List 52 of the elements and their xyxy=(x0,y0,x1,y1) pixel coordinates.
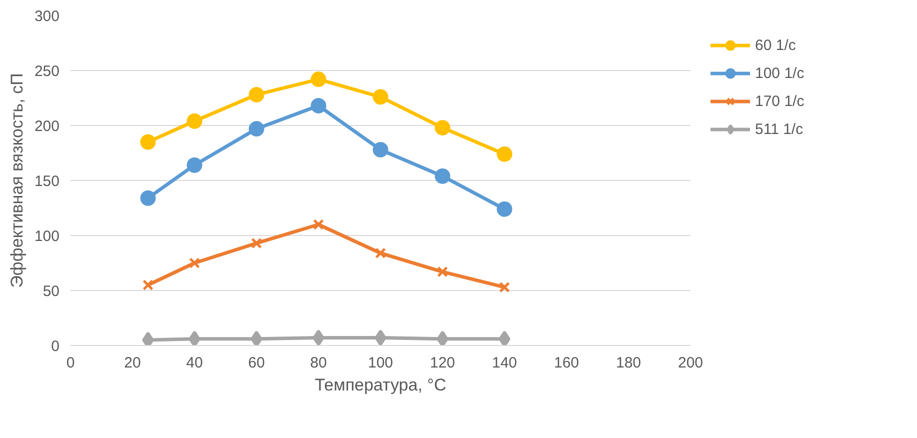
point xyxy=(434,120,450,136)
x-tick-label: 60 xyxy=(248,354,265,372)
x-tick-label: 140 xyxy=(492,354,518,372)
x-tick-label: 160 xyxy=(554,354,580,372)
point xyxy=(375,248,386,259)
y-tick-label: 100 xyxy=(34,228,60,245)
legend-label: 100 1/c xyxy=(755,64,804,82)
point xyxy=(186,157,202,173)
point xyxy=(436,330,448,346)
point xyxy=(499,282,510,293)
point xyxy=(312,330,324,346)
point xyxy=(374,330,386,346)
x-tick-label: 80 xyxy=(310,354,327,372)
x-axis-title: Температура, °C xyxy=(314,376,446,394)
point xyxy=(142,332,154,346)
y-tick-label: 250 xyxy=(34,63,60,80)
point xyxy=(189,258,200,268)
point xyxy=(248,121,264,137)
x-tick-label: 40 xyxy=(186,354,203,372)
point xyxy=(372,89,388,105)
y-tick-label: 300 xyxy=(34,8,60,25)
point xyxy=(188,330,200,346)
point xyxy=(140,190,156,206)
y-axis-title: Эффективная вязкость, сП xyxy=(7,73,26,288)
legend-label: 60 1/c xyxy=(755,36,796,54)
y-tick-label: 150 xyxy=(34,173,60,190)
point xyxy=(142,280,154,290)
point xyxy=(498,330,510,346)
point xyxy=(496,146,512,162)
point xyxy=(251,238,262,249)
x-tick-label: 200 xyxy=(678,354,704,372)
point xyxy=(434,168,450,184)
point xyxy=(372,142,388,158)
point xyxy=(140,134,156,150)
point xyxy=(313,219,324,230)
point xyxy=(310,72,326,88)
point xyxy=(496,201,512,217)
x-tick-label: 0 xyxy=(66,354,75,372)
legend-label: 511 1/c xyxy=(755,120,804,138)
x-tick-label: 100 xyxy=(368,354,394,372)
point xyxy=(437,266,448,278)
legend-label: 170 1/c xyxy=(755,92,804,110)
point xyxy=(186,113,202,129)
y-tick-label: 0 xyxy=(51,338,60,355)
x-tick-label: 20 xyxy=(124,354,141,372)
point xyxy=(310,98,326,114)
y-tick-label: 200 xyxy=(34,118,60,135)
x-tick-label: 120 xyxy=(430,354,456,372)
point xyxy=(248,86,264,102)
point xyxy=(250,330,262,346)
x-tick-label: 180 xyxy=(616,354,642,372)
y-tick-label: 50 xyxy=(42,283,60,300)
